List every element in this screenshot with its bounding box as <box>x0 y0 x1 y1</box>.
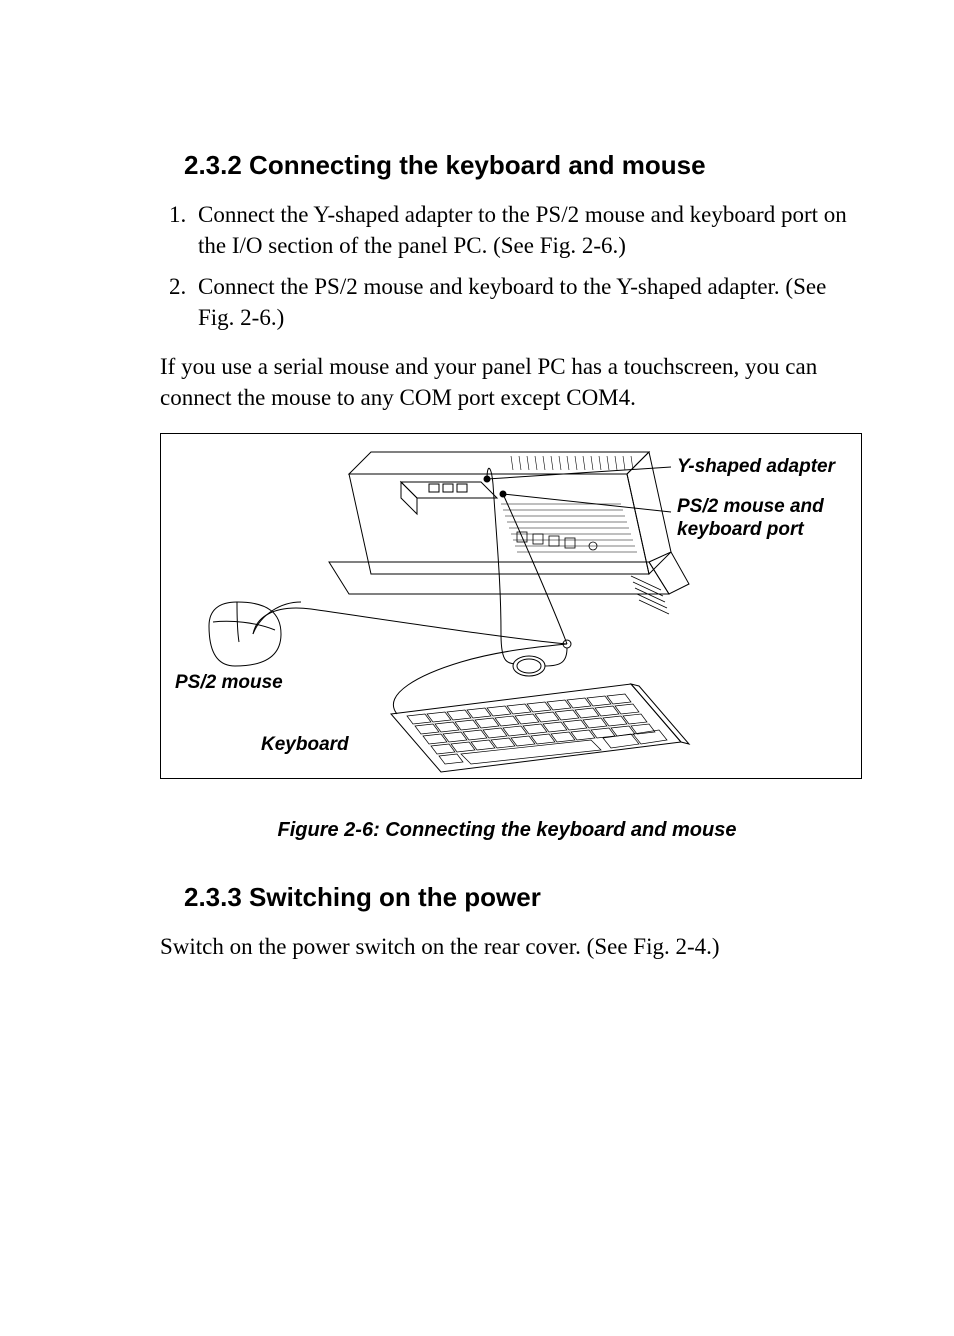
heading-switching-on-power: 2.3.3 Switching on the power <box>184 882 854 913</box>
label-ps2-port: PS/2 mouse and keyboard port <box>677 496 824 542</box>
figure-2-6-box: Y-shaped adapter PS/2 mouse and keyboard… <box>160 433 862 779</box>
label-keyboard: Keyboard <box>261 734 349 757</box>
step-1: Connect the Y-shaped adapter to the PS/2… <box>192 199 854 261</box>
figure-2-6-caption: Figure 2-6: Connecting the keyboard and … <box>160 819 854 842</box>
page: 2.3.2 Connecting the keyboard and mouse … <box>0 0 954 1336</box>
note-serial-mouse: If you use a serial mouse and your panel… <box>160 351 854 413</box>
steps-list: Connect the Y-shaped adapter to the PS/2… <box>160 199 854 333</box>
label-ps2-port-line2: keyboard port <box>677 519 804 540</box>
step-2: Connect the PS/2 mouse and keyboard to t… <box>192 271 854 333</box>
figure-2-6-drawing <box>161 434 861 778</box>
label-y-shaped-adapter: Y-shaped adapter <box>677 456 835 479</box>
label-ps2-port-line1: PS/2 mouse and <box>677 496 824 517</box>
body-switching-on-power: Switch on the power switch on the rear c… <box>160 931 854 962</box>
figure-2-6: Y-shaped adapter PS/2 mouse and keyboard… <box>160 433 854 842</box>
label-ps2-mouse: PS/2 mouse <box>175 672 283 695</box>
heading-connecting-keyboard-mouse: 2.3.2 Connecting the keyboard and mouse <box>184 150 854 181</box>
